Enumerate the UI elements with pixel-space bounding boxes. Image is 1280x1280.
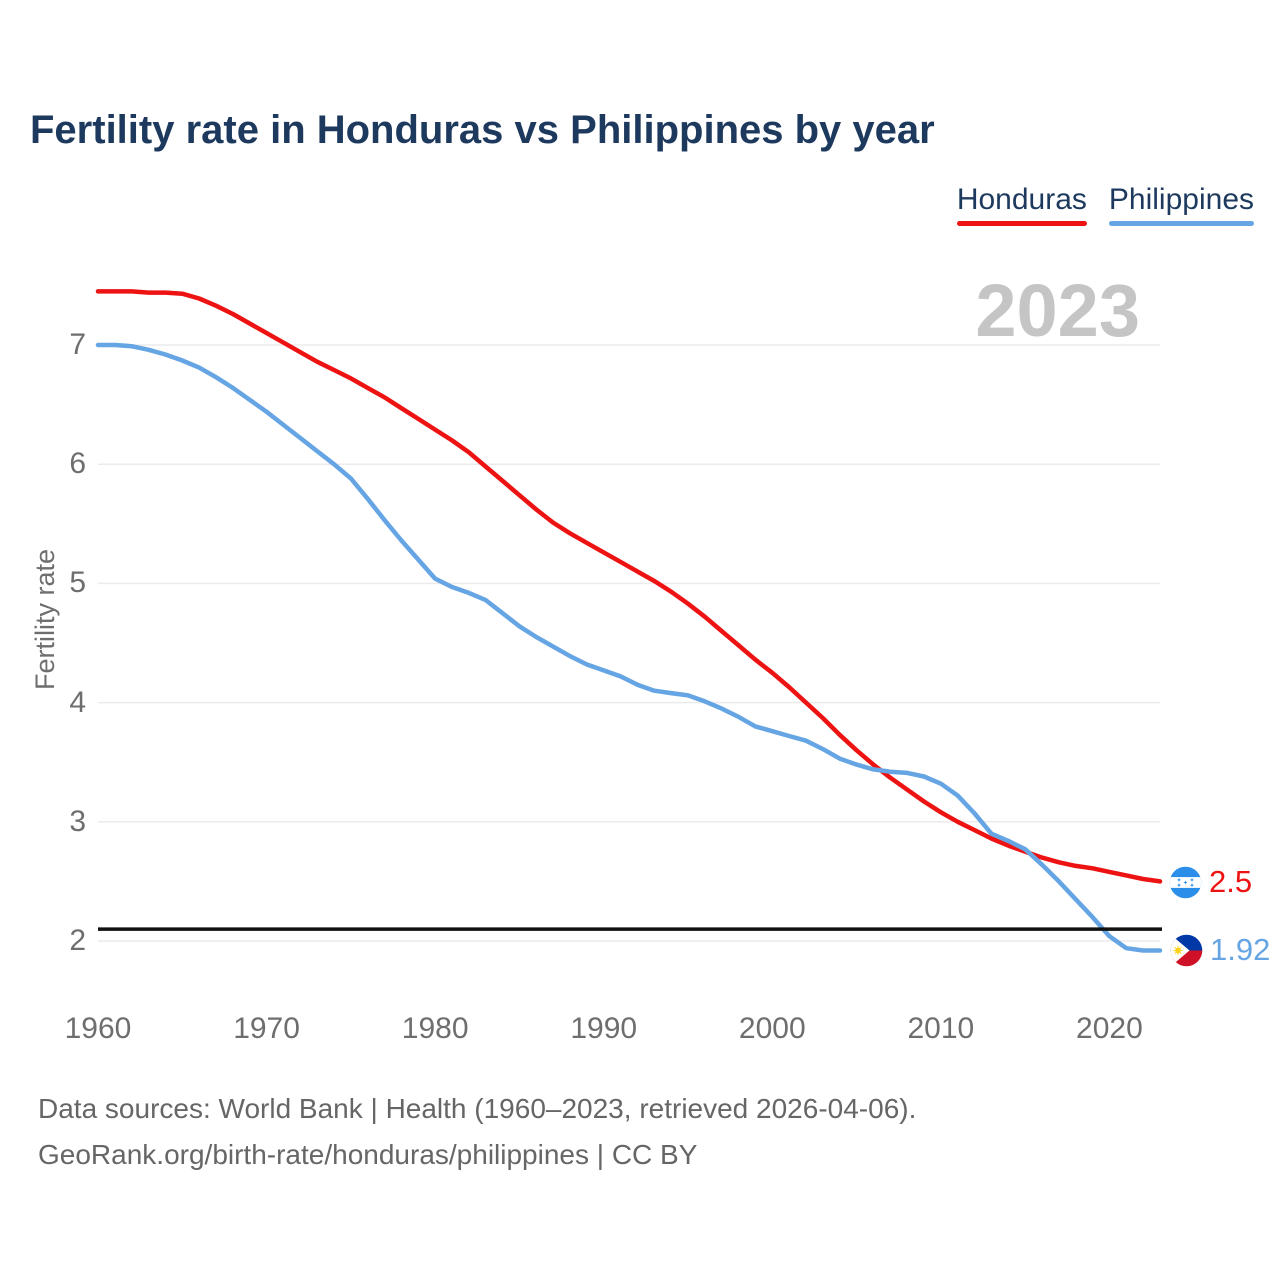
x-tick-label: 2020	[1076, 1012, 1143, 1045]
honduras-line	[95, 289, 1163, 884]
legend-label-honduras: Honduras	[956, 183, 1087, 216]
source-line-1: Data sources: World Bank | Health (1960–…	[38, 1093, 917, 1124]
x-tick-label: 1980	[401, 1012, 469, 1045]
legend-color-bar-honduras	[956, 221, 1087, 226]
legend-item-honduras[interactable]: Honduras	[956, 183, 1087, 226]
source-line-2: GeoRank.org/birth-rate/honduras/philippi…	[38, 1139, 698, 1170]
year-watermark: 2023	[975, 269, 1140, 352]
legend: Honduras Philippines	[956, 183, 1254, 226]
x-tick-label: 1960	[64, 1012, 132, 1045]
philippines-end-label: 1.92	[1170, 933, 1270, 967]
legend-label-philippines: Philippines	[1108, 183, 1254, 216]
x-tick-label: 1990	[570, 1012, 638, 1045]
y-tick-label: 2	[69, 924, 86, 957]
y-tick-label: 5	[69, 566, 86, 600]
honduras-flag-icon	[1169, 866, 1202, 898]
x-tick-label: 2010	[907, 1012, 975, 1045]
honduras-end-label: 2.5	[1169, 865, 1252, 899]
philippines-line	[95, 342, 1163, 953]
honduras-end-value: 2.5	[1209, 864, 1253, 899]
legend-item-philippines[interactable]: Philippines	[1108, 183, 1254, 226]
chart-title: Fertility rate in Honduras vs Philippine…	[30, 108, 935, 152]
y-tick-label: 6	[69, 447, 86, 481]
y-tick-label: 7	[69, 328, 86, 361]
philippines-end-value: 1.92	[1210, 932, 1271, 967]
legend-color-bar-philippines	[1108, 221, 1254, 226]
x-tick-label: 1970	[233, 1012, 300, 1045]
source-attribution: Data sources: World Bank | Health (1960–…	[38, 1086, 916, 1178]
y-tick-label: 3	[69, 804, 86, 838]
philippines-flag-icon	[1170, 934, 1203, 966]
x-tick-label: 2000	[738, 1012, 806, 1045]
y-tick-label: 4	[69, 685, 86, 719]
